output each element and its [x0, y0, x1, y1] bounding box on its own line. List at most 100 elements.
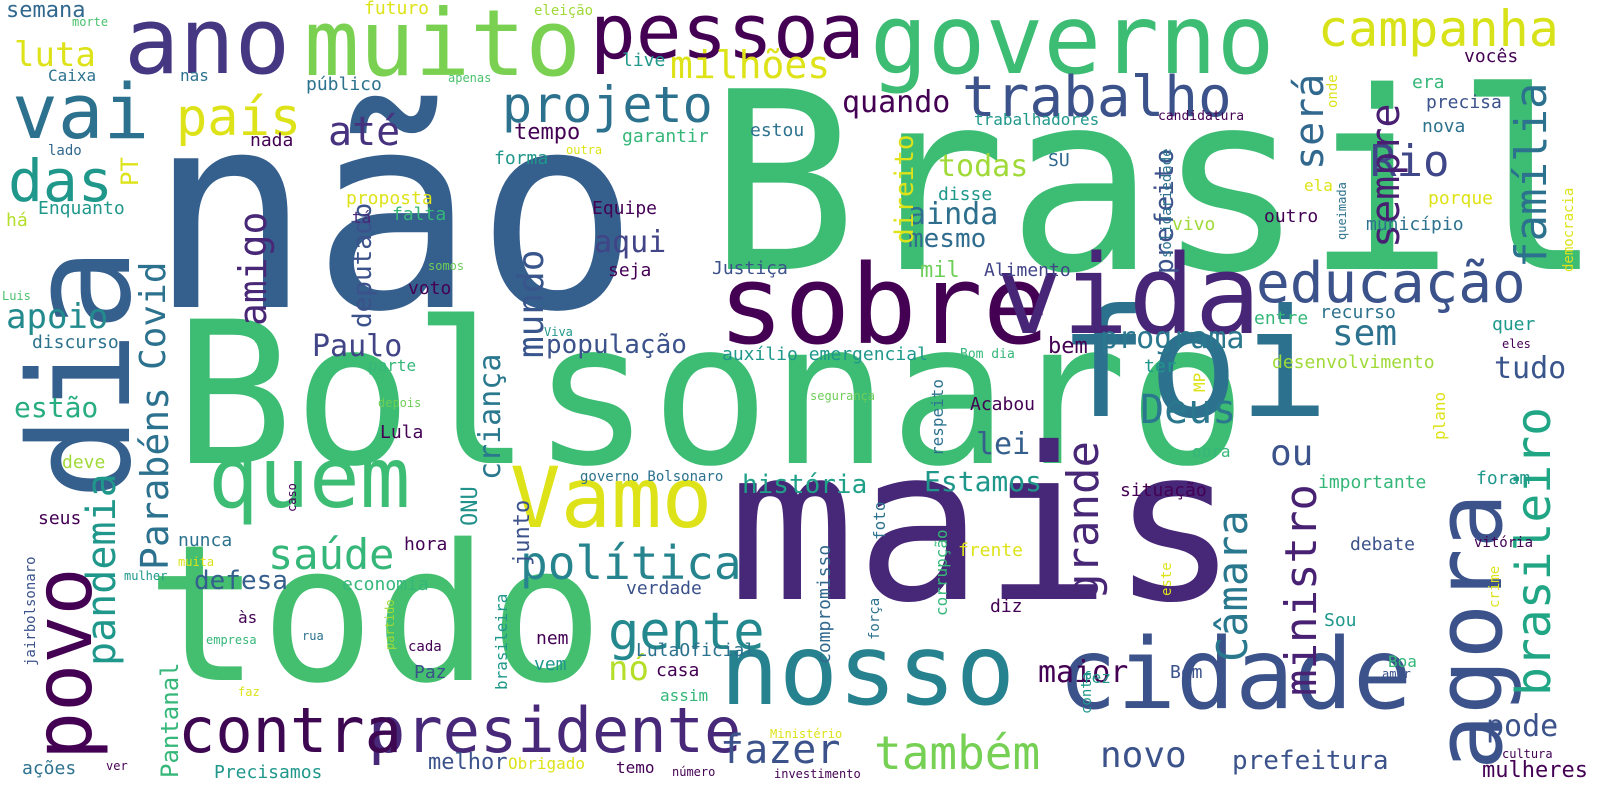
word: presidente — [368, 694, 742, 767]
word: ela — [1304, 176, 1333, 195]
word: cultura — [1502, 747, 1553, 761]
word: Ministério — [770, 727, 843, 741]
word: forma — [494, 148, 549, 169]
word: parte — [368, 356, 417, 375]
word: há — [6, 210, 28, 231]
word: assim — [660, 686, 709, 705]
word: deve — [62, 452, 106, 473]
word: plano — [1430, 391, 1449, 440]
word: lei — [976, 427, 1031, 462]
word: foto — [870, 501, 889, 540]
word: brasileira — [492, 593, 511, 690]
word: saúde — [268, 530, 395, 579]
word: situação — [1120, 480, 1207, 501]
word: era — [1412, 72, 1445, 93]
word: queimada — [1335, 182, 1349, 240]
word: melhor — [428, 750, 508, 775]
word: mesmo — [908, 224, 987, 254]
word: eleição — [534, 3, 594, 19]
word: respeito — [928, 378, 947, 456]
word: crime — [1487, 565, 1503, 608]
word: fez — [1082, 668, 1111, 687]
word: tempo — [514, 120, 581, 145]
word: LulaOficial — [636, 640, 756, 661]
word: nova — [1422, 116, 1466, 137]
word: Câmara — [1208, 510, 1257, 662]
word: ainda — [908, 197, 999, 232]
word: outro — [1264, 206, 1319, 227]
word: seja — [608, 260, 652, 281]
word: estou — [750, 120, 805, 141]
word: criança — [473, 353, 508, 480]
word: segurança — [810, 389, 876, 403]
word: nem — [536, 628, 569, 649]
word: público — [306, 74, 382, 95]
word: ações — [22, 758, 77, 779]
word: Viva — [544, 325, 573, 339]
word: mais — [728, 402, 1239, 649]
word: das — [8, 147, 113, 215]
word: disse — [938, 184, 993, 205]
word: partido — [383, 599, 397, 650]
word: debate — [1350, 534, 1416, 555]
word: futuro — [364, 0, 430, 19]
word: importante — [1318, 472, 1427, 493]
word: foram — [1476, 468, 1531, 489]
word: pessoa — [590, 0, 865, 76]
word: solidariedade — [1159, 148, 1175, 258]
word: direito — [890, 134, 920, 244]
word: entre — [1254, 308, 1309, 329]
word: verdade — [626, 578, 702, 599]
word: luta — [14, 35, 96, 75]
word: discurso — [32, 332, 119, 353]
word: nunca — [178, 530, 233, 551]
word: vida — [996, 231, 1261, 359]
word: governo Bolsonaro — [580, 469, 724, 485]
word: obra — [1192, 442, 1231, 461]
word: voto — [408, 278, 452, 299]
word: família — [1506, 82, 1557, 268]
word: milhões — [670, 43, 831, 87]
word: recurso — [1320, 302, 1396, 323]
word: faz — [238, 685, 260, 699]
word: quando — [842, 85, 951, 120]
word: Lula — [380, 422, 424, 443]
word: ano — [124, 0, 291, 95]
word: empresa — [206, 633, 257, 647]
word: candidatura — [1158, 109, 1245, 124]
word: corrupção — [932, 529, 951, 616]
word: nó — [608, 649, 649, 689]
word: seus — [38, 508, 82, 529]
word: Estamos — [924, 465, 1043, 498]
word: sobre — [718, 241, 1050, 369]
word: ver — [106, 759, 128, 773]
word: tá — [352, 208, 372, 227]
word: cada — [408, 639, 442, 655]
word: junto — [510, 499, 535, 566]
word: nosso — [720, 614, 1016, 728]
word: estão — [14, 391, 99, 424]
word: diz — [990, 596, 1023, 617]
word: muito — [304, 0, 581, 97]
word: bem — [1048, 334, 1088, 359]
word: educação — [1256, 251, 1526, 316]
word: foi — [1058, 278, 1329, 452]
word: gente — [608, 602, 765, 662]
word: aqui — [594, 225, 667, 260]
word: política — [520, 536, 742, 590]
word: às — [238, 608, 258, 627]
word: todo — [146, 504, 604, 725]
word: mulher — [124, 569, 168, 583]
word: Enquanto — [38, 198, 125, 219]
word: número — [672, 765, 716, 779]
word: Equipe — [592, 198, 658, 219]
word: Caixa — [48, 66, 97, 85]
word: porque — [1428, 188, 1494, 209]
word: defesa — [194, 566, 288, 596]
word: quer — [1492, 314, 1536, 335]
word: mundo — [511, 249, 552, 358]
word: programa — [1100, 321, 1245, 356]
word: história — [742, 470, 868, 500]
word: também — [874, 726, 1041, 780]
word: vocês — [1464, 46, 1519, 67]
